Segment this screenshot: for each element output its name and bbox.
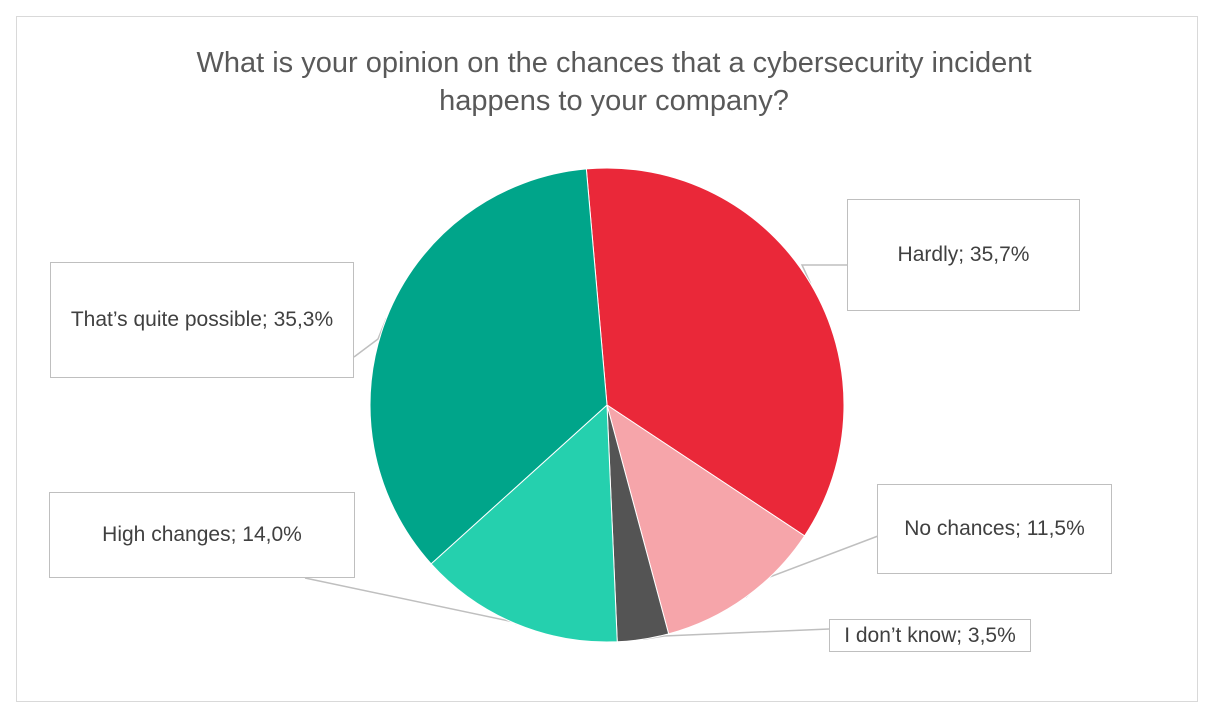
label-i-dont-know: I don’t know; 3,5% <box>829 619 1031 652</box>
pie-slice-that-s-quite-possible <box>369 168 608 565</box>
chart-title: What is your opinion on the chances that… <box>196 47 1032 117</box>
label-no-chances: No chances; 11,5% <box>877 484 1112 574</box>
label-hardly: Hardly; 35,7% <box>847 199 1080 311</box>
pie-slice-no-chances <box>606 403 806 635</box>
pie-slice-high-changes <box>430 403 618 643</box>
pie-slices <box>369 167 845 643</box>
pie-slice-hardly <box>585 167 845 537</box>
leader-line <box>800 264 848 285</box>
label-high-changes: High changes; 14,0% <box>49 492 355 578</box>
label-thats-quite-possible: That’s quite possible; 35,3% <box>50 262 354 378</box>
